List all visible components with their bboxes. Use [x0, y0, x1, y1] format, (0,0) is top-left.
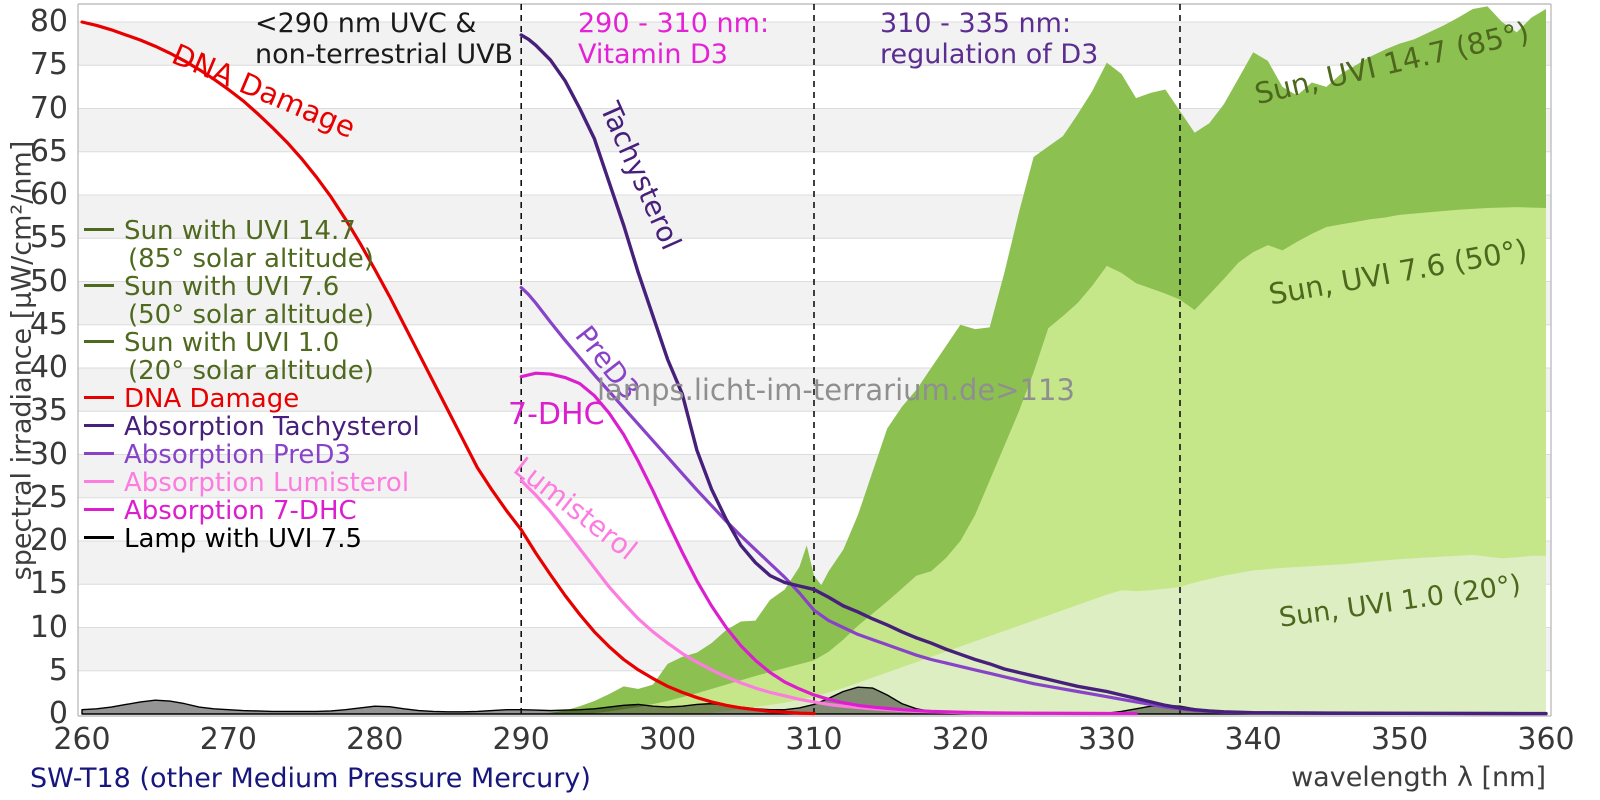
- legend-item-sublabel: (85° solar altitude): [128, 244, 374, 274]
- y-tick-label-25: 25: [29, 479, 68, 515]
- legend-item-2: Sun with UVI 1.0: [84, 328, 339, 358]
- legend-line-swatch: [84, 284, 114, 287]
- legend-line-swatch: [84, 228, 114, 231]
- annotation-uvc: <290 nm UVC & non-terrestrial UVB: [255, 8, 513, 70]
- annotation-regulation-d3-line2: regulation of D3: [880, 39, 1099, 70]
- y-tick-label-5: 5: [48, 652, 68, 688]
- legend-line-swatch: [84, 480, 114, 483]
- annotation-uvc-line2: non-terrestrial UVB: [255, 39, 514, 70]
- y-tick-label-50: 50: [29, 263, 68, 299]
- legend-item-label: Absorption Lumisterol: [124, 468, 410, 498]
- x-tick-label-280: 280: [346, 722, 404, 757]
- annotation-uvc-line1: <290 nm UVC &: [255, 8, 477, 39]
- legend-item-0: Sun with UVI 14.7: [84, 216, 356, 246]
- y-tick-label-0: 0: [48, 696, 68, 731]
- legend-item-label: DNA Damage: [124, 384, 300, 414]
- legend-item-7: Absorption 7-DHC: [84, 496, 357, 526]
- y-tick-label-75: 75: [29, 47, 68, 83]
- legend-item-label: Lamp with UVI 7.5: [124, 524, 363, 554]
- x-axis-title: wavelength λ [nm]: [1291, 762, 1546, 793]
- y-tick-label-65: 65: [29, 133, 68, 169]
- x-tick-label-300: 300: [638, 722, 697, 757]
- curve-dna-damage: [80, 20, 816, 716]
- y-tick-label-35: 35: [29, 393, 68, 429]
- y-tick-label-45: 45: [29, 306, 68, 342]
- legend-item-label: Absorption 7-DHC: [124, 496, 357, 526]
- legend-item-label: Sun with UVI 14.7: [124, 216, 356, 246]
- y-tick-label-40: 40: [29, 350, 68, 385]
- y-tick-label-30: 30: [29, 436, 68, 472]
- x-tick-label-310: 310: [785, 722, 843, 757]
- y-tick-label-10: 10: [29, 609, 68, 645]
- y-tick-label-55: 55: [29, 220, 68, 256]
- legend-item-label: Sun with UVI 7.6: [124, 272, 340, 302]
- curve-absorption-pred3: [519, 285, 1548, 716]
- source-label: SW-T18 (other Medium Pressure Mercury): [30, 763, 591, 794]
- legend-item-3: DNA Damage: [84, 384, 299, 414]
- legend-line-swatch: [84, 424, 114, 427]
- legend-item-8: Lamp with UVI 7.5: [84, 524, 362, 554]
- legend-item-5: Absorption PreD3: [84, 440, 351, 470]
- legend-line-swatch: [84, 396, 114, 399]
- background-stripe: [78, 4, 1551, 22]
- y-tick-label-20: 20: [29, 523, 68, 558]
- curve-absorption-tachysterol: [519, 33, 1548, 716]
- y-tick-label-15: 15: [29, 566, 68, 602]
- y-tick-label-60: 60: [29, 177, 68, 212]
- x-tick-label-330: 330: [1078, 722, 1136, 757]
- legend-line-swatch: [84, 340, 114, 343]
- y-tick-label-80: 80: [29, 4, 68, 39]
- legend-item-sublabel: (20° solar altitude): [128, 356, 374, 386]
- annotation-vitamin-d3-line1: 290 - 310 nm:: [578, 8, 770, 39]
- curve-label-7dhc: 7-DHC: [508, 397, 605, 432]
- area-sun-with-uvi-1.0-20-solar-altitude-: [696, 554, 1546, 714]
- x-tick-label-360: 360: [1517, 722, 1575, 757]
- annotation-vitamin-d3-line2: Vitamin D3: [578, 39, 728, 70]
- legend-item-label: Sun with UVI 1.0: [124, 328, 340, 358]
- legend-item-4: Absorption Tachysterol: [84, 412, 420, 442]
- y-axis-title: spectral irradiance [µW/cm²/nm]: [6, 140, 38, 581]
- legend-line-swatch: [84, 452, 114, 455]
- x-tick-label-350: 350: [1370, 722, 1429, 757]
- x-tick-label-260: 260: [53, 722, 111, 757]
- legend-item-sublabel: (50° solar altitude): [128, 300, 374, 330]
- legend-line-swatch: [84, 536, 114, 539]
- annotation-regulation-d3-line1: 310 - 335 nm:: [880, 8, 1072, 39]
- y-tick-label-70: 70: [29, 90, 68, 126]
- watermark: lamps.licht-im-terrarium.de>113: [597, 373, 1075, 407]
- legend-item-6: Absorption Lumisterol: [84, 468, 409, 498]
- legend-line-swatch: [84, 508, 114, 511]
- x-tick-label-290: 290: [492, 722, 550, 757]
- legend-item-label: Absorption PreD3: [124, 440, 351, 470]
- curve-absorption-7-dhc: [519, 371, 1138, 716]
- annotation-vitamin-d3: 290 - 310 nm: Vitamin D3: [578, 8, 769, 70]
- x-tick-label-340: 340: [1224, 722, 1282, 757]
- legend-item-label: Absorption Tachysterol: [124, 412, 420, 442]
- legend-item-1: Sun with UVI 7.6: [84, 272, 339, 302]
- x-tick-label-270: 270: [199, 722, 258, 757]
- x-tick-label-320: 320: [931, 722, 990, 757]
- annotation-regulation-d3: 310 - 335 nm: regulation of D3: [880, 8, 1098, 70]
